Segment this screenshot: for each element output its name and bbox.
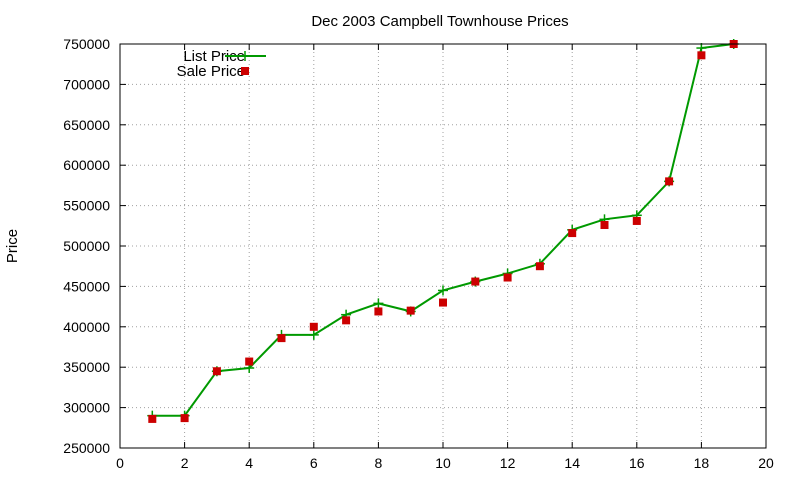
sale-price-point [148, 414, 157, 423]
x-tick-label: 20 [758, 455, 774, 471]
sale-price-point [503, 273, 512, 282]
x-tick-label: 8 [375, 455, 383, 471]
legend: List Price Sale Price [177, 48, 266, 80]
sale-price-point [632, 216, 641, 225]
y-axis-title: Price [4, 229, 21, 263]
sale-price-point [342, 316, 351, 325]
plot-border [119, 43, 767, 449]
y-tick-label: 650000 [63, 117, 110, 133]
sale-price-point [471, 277, 480, 286]
x-tick-label: 12 [500, 455, 516, 471]
sale-price-point [600, 220, 609, 229]
y-tick-label: 250000 [63, 440, 110, 456]
y-tick-label: 750000 [63, 36, 110, 52]
y-tick-label: 300000 [63, 400, 110, 416]
sale-price-point [277, 334, 286, 343]
x-tick-label: 10 [435, 455, 451, 471]
sale-price-point [180, 414, 189, 423]
x-tick-label: 0 [116, 455, 124, 471]
sale-price-point [665, 177, 674, 186]
x-tick-label: 18 [694, 455, 710, 471]
y-tick-label: 400000 [63, 319, 110, 335]
series-line-list-price [152, 43, 734, 417]
sale-price-point [374, 307, 383, 316]
legend-marker-list-price [240, 51, 250, 61]
x-tick-label: 16 [629, 455, 645, 471]
list-price-point [373, 298, 384, 309]
y-tick-label: 450000 [63, 278, 110, 294]
list-price-point [308, 329, 319, 340]
sale-price-point [212, 367, 221, 376]
legend-marker-sale-price [241, 67, 249, 75]
y-tick-label: 350000 [63, 359, 110, 375]
chart-title: Dec 2003 Campbell Townhouse Prices [311, 13, 568, 30]
x-tick-label: 14 [564, 455, 580, 471]
x-tick-label: 6 [310, 455, 318, 471]
sale-price-point [406, 306, 415, 315]
legend-label-sale-price: Sale Price [177, 63, 245, 80]
sale-price-point [568, 229, 577, 238]
y-tick-label: 700000 [63, 76, 110, 92]
sale-price-point [535, 262, 544, 271]
y-tick-label: 550000 [63, 198, 110, 214]
x-tick-label: 4 [245, 455, 253, 471]
sale-price-point [309, 322, 318, 331]
y-tick-label: 500000 [63, 238, 110, 254]
list-price-point [438, 285, 448, 296]
y-tick-label: 600000 [63, 157, 110, 173]
x-axis-ticks: 0 2 4 6 8 10 12 14 16 18 20 [116, 44, 774, 471]
sale-price-point [439, 298, 447, 307]
sale-price-point [245, 357, 254, 366]
x-tick-label: 2 [181, 455, 189, 471]
legend-label-list-price: List Price [183, 48, 245, 65]
y-axis-ticks: 250000 300000 350000 400000 450000 500000 5500… [63, 36, 766, 456]
grid-lines [120, 44, 766, 448]
sale-price-point [697, 51, 706, 60]
